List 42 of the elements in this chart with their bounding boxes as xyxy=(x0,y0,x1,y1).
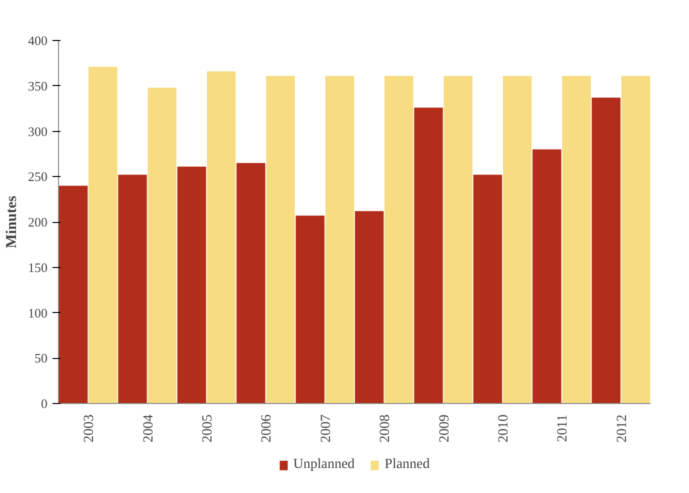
y-tick-label: 100 xyxy=(28,305,48,320)
y-axis-title: Minutes xyxy=(4,196,20,248)
bar xyxy=(384,76,414,404)
x-tick-label: 2006 xyxy=(260,414,275,442)
y-tick-label: 250 xyxy=(28,169,48,184)
bar xyxy=(206,71,236,404)
bar xyxy=(592,98,620,404)
y-tick-label: 200 xyxy=(28,214,48,230)
bar xyxy=(236,163,266,404)
bar xyxy=(562,76,591,404)
bar xyxy=(325,76,354,404)
bar xyxy=(296,216,324,404)
x-tick-label: 2005 xyxy=(200,414,216,442)
x-tick-label: 2010 xyxy=(496,414,512,442)
bar xyxy=(177,166,206,404)
x-tick-label: 2009 xyxy=(437,414,452,442)
x-tick-label: 2012 xyxy=(614,414,630,442)
y-tick-label: 150 xyxy=(28,260,48,275)
bar xyxy=(444,76,472,404)
x-tick-label: 2011 xyxy=(556,414,571,442)
bar xyxy=(473,174,502,404)
bar xyxy=(502,76,532,404)
bar xyxy=(532,149,562,404)
bar xyxy=(58,186,88,404)
bar xyxy=(148,88,176,404)
bar xyxy=(118,174,147,404)
y-tick-label: 300 xyxy=(28,124,48,139)
bar xyxy=(414,108,443,404)
bar xyxy=(354,211,384,404)
legend-label: Planned xyxy=(384,457,430,473)
bar xyxy=(621,76,650,404)
x-tick-label: 2004 xyxy=(141,414,156,442)
bar xyxy=(266,76,295,404)
x-tick-label: 2007 xyxy=(318,414,334,442)
y-tick-label: 50 xyxy=(34,350,48,366)
y-tick-label: 0 xyxy=(41,396,48,411)
y-tick-label: 350 xyxy=(28,78,48,94)
bar xyxy=(88,66,118,404)
legend-label: Unplanned xyxy=(293,457,355,473)
x-tick-label: 2008 xyxy=(378,414,394,442)
y-tick-label: 400 xyxy=(28,33,48,48)
x-tick-label: 2003 xyxy=(82,414,98,442)
